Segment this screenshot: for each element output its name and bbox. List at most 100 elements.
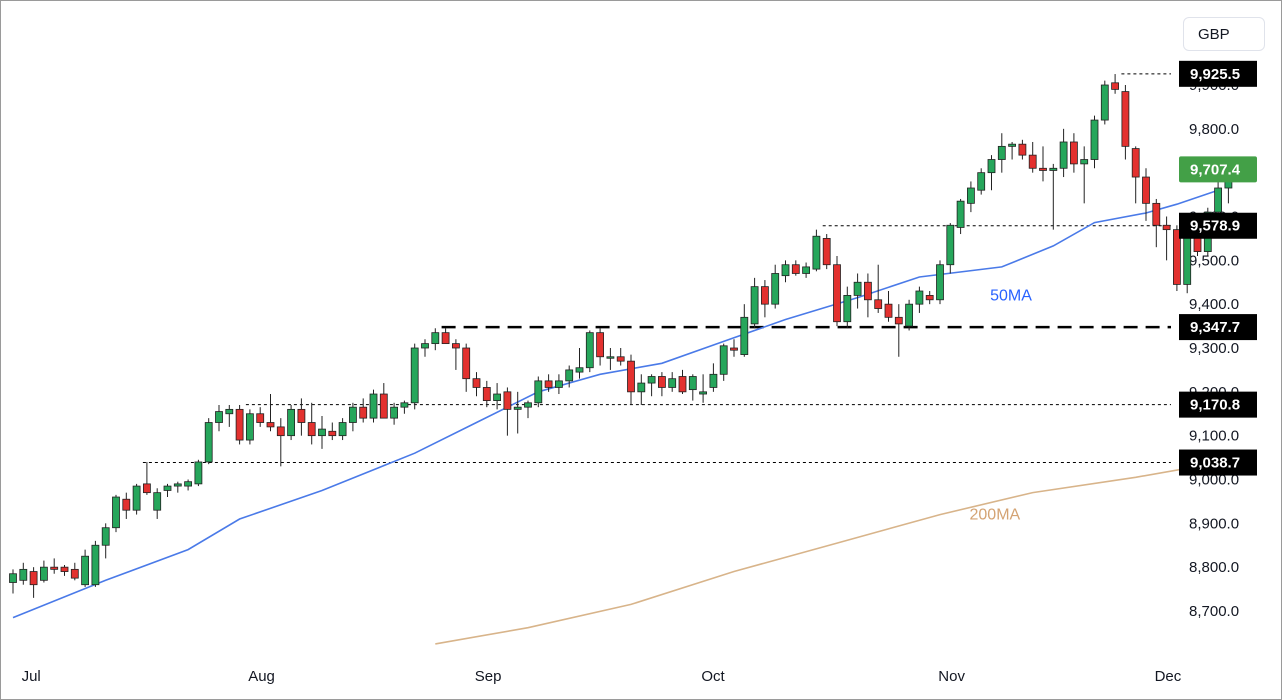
candle-body — [235, 408, 244, 441]
level-tag-label: 9,578.9 — [1190, 218, 1240, 235]
candle-body — [884, 303, 893, 318]
level-tag-label: 9,925.5 — [1190, 66, 1240, 83]
candle-body — [400, 402, 409, 408]
candle-body — [997, 145, 1006, 160]
y-tick-label: 8,800.0 — [1189, 559, 1239, 576]
candle-body — [1049, 167, 1058, 171]
candle-body — [1080, 159, 1089, 165]
candle-body — [462, 347, 471, 380]
x-tick-label: Dec — [1155, 668, 1182, 685]
candle-body — [606, 356, 615, 359]
candle-body — [359, 406, 368, 419]
candle-body — [184, 481, 193, 487]
candle-body — [1142, 176, 1150, 204]
candle-body — [369, 393, 378, 419]
candle-body — [245, 413, 254, 441]
candle-body — [112, 496, 120, 529]
candle-body — [91, 544, 100, 586]
y-tick-label: 8,900.0 — [1189, 515, 1239, 532]
candle-body — [977, 172, 986, 191]
candle-body — [709, 373, 718, 388]
candle-body — [1162, 224, 1171, 231]
candle-body — [70, 568, 79, 579]
candle-body — [864, 281, 872, 301]
level-tag — [1179, 449, 1257, 476]
level-tag — [1179, 314, 1257, 341]
candle-body — [101, 527, 110, 546]
candle-body — [647, 376, 656, 384]
currency-button[interactable]: GBP — [1183, 17, 1265, 51]
candle-body — [410, 347, 419, 404]
last-price-tag — [1179, 156, 1257, 183]
level-tag — [1179, 60, 1257, 87]
x-tick-label: Jul — [22, 668, 41, 685]
candle-body — [60, 566, 69, 572]
y-tick-label: 9,100.0 — [1189, 428, 1239, 445]
candle-body — [822, 238, 831, 266]
candle-body — [555, 380, 563, 388]
candle-body — [956, 200, 965, 228]
candle-body — [81, 555, 89, 586]
level-tag-label: 9,170.8 — [1190, 397, 1240, 414]
candle-body — [482, 387, 491, 402]
candle-body — [163, 485, 172, 491]
candle-body — [771, 273, 780, 305]
candle-body — [761, 286, 769, 305]
candle-body — [287, 408, 296, 437]
candle-body — [215, 411, 223, 423]
candle-body — [1039, 167, 1047, 171]
candle-body — [596, 332, 604, 358]
candle-body — [1090, 119, 1099, 160]
candle-body — [781, 264, 790, 277]
candle-body — [833, 264, 841, 323]
candle-body — [132, 485, 141, 511]
candle-body — [338, 422, 347, 437]
candle-body — [627, 360, 635, 393]
candle-body — [276, 426, 285, 437]
candle-body — [936, 264, 944, 301]
ma-annotation: 200MA — [970, 507, 1021, 524]
candle-body — [730, 347, 738, 351]
candle-body — [874, 299, 883, 309]
candle-body — [719, 345, 728, 375]
candle-body — [50, 566, 59, 570]
candle-body — [658, 376, 666, 388]
candle-body — [19, 568, 28, 581]
candle-body — [544, 380, 553, 388]
candle-body — [1028, 154, 1037, 169]
candle-body — [616, 356, 625, 362]
candle-body — [225, 408, 234, 415]
candle-body — [1121, 91, 1130, 147]
candle-body — [575, 367, 584, 373]
level-tag — [1179, 391, 1257, 418]
candle-body — [421, 343, 429, 349]
candle-body — [194, 461, 203, 485]
candle-body — [493, 393, 502, 401]
candle-body — [204, 422, 213, 463]
candle-body — [905, 303, 913, 327]
candle-body — [9, 573, 17, 583]
candle-body — [987, 159, 996, 174]
candle-body — [318, 428, 326, 437]
candle-body — [307, 422, 316, 437]
candle-body — [390, 406, 399, 419]
candle-body — [524, 402, 532, 408]
y-tick-label: 9,400.0 — [1189, 296, 1239, 313]
candle-body — [1018, 143, 1027, 156]
candle-body — [812, 235, 821, 270]
candle-body — [1214, 187, 1222, 213]
candle-body — [802, 266, 810, 274]
candle-body — [946, 224, 955, 266]
candle-body — [472, 378, 481, 388]
candle-body — [441, 332, 450, 345]
candle-body — [853, 281, 862, 296]
y-tick-label: 9,500.0 — [1189, 252, 1239, 269]
candle-body — [843, 294, 852, 323]
candle-body — [431, 332, 440, 345]
candle-body — [791, 264, 800, 274]
candle-body — [1059, 141, 1068, 169]
candle-body — [1152, 202, 1161, 226]
x-tick-label: Aug — [248, 668, 275, 685]
